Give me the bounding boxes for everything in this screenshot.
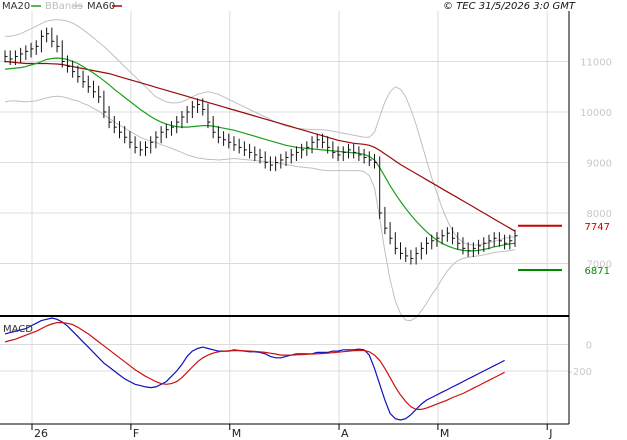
macd-grid <box>0 344 569 372</box>
x-tick-label: A <box>341 427 349 440</box>
macd-lines <box>4 317 505 421</box>
y-tick-label: 10000 <box>580 108 612 119</box>
ma60-line <box>4 60 516 232</box>
macd-y-tick-label: 0 <box>586 341 592 352</box>
macd-y-tick-label: -200 <box>569 367 592 378</box>
x-tick-label: J <box>548 427 552 440</box>
price-y-axis: 11000 10000 9000 8000 7000 <box>580 58 612 271</box>
y-tick-label: 11000 <box>580 58 612 69</box>
ma20-line <box>4 57 516 252</box>
price-levels: 7747 6871 <box>518 222 610 277</box>
x-tick-label: M <box>440 427 450 440</box>
level-label: 7747 <box>585 222 610 233</box>
y-tick-label: 9000 <box>587 159 612 170</box>
legend-ma60-label: MA60 <box>87 1 115 12</box>
level-label: 6871 <box>585 266 610 277</box>
x-tick-label: F <box>133 427 139 440</box>
macd-series-line <box>4 322 505 410</box>
bb-upper-line <box>5 19 516 246</box>
macd-y-axis: 0 -200 <box>569 341 592 379</box>
x-tick-label: 26 <box>34 427 48 440</box>
legend: MA20 BBands MA60 <box>2 1 122 12</box>
macd-series-line <box>4 317 505 421</box>
price-bars <box>4 27 518 265</box>
macd-title: MACD <box>3 324 33 335</box>
x-tick-label: M <box>232 427 242 440</box>
y-tick-label: 7000 <box>587 260 612 271</box>
x-axis: 26 F M A M J <box>31 424 552 440</box>
legend-bbands-label: BBands <box>45 1 83 12</box>
y-tick-label: 8000 <box>587 209 612 220</box>
ma60-series <box>4 60 516 232</box>
price-grid <box>0 11 569 424</box>
copyright: © TEC 31/5/2026 3:0 GMT <box>443 1 576 12</box>
legend-ma20-label: MA20 <box>2 1 30 12</box>
ma20-series <box>4 57 516 252</box>
